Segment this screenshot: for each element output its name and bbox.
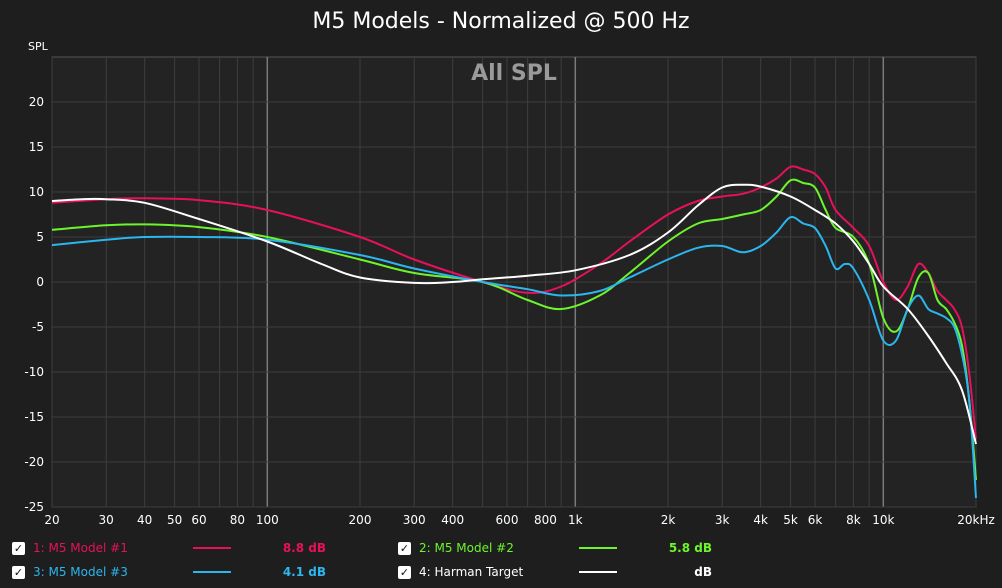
legend-item-harman-target[interactable]: ✓ 4: Harman Target dB: [398, 562, 712, 582]
checkbox-icon[interactable]: ✓: [12, 565, 25, 579]
legend-item-model-2[interactable]: ✓ 2: M5 Model #2 5.8 dB: [398, 538, 712, 558]
legend-item-model-1[interactable]: ✓ 1: M5 Model #1 8.8 dB: [12, 538, 326, 558]
legend-level: 4.1 dB: [282, 565, 326, 579]
legend-label: 3: M5 Model #3: [33, 565, 128, 579]
series-line-model-2: [51, 178, 977, 481]
x-tick-label: 10k: [872, 513, 894, 527]
all-spl-label: All SPL: [471, 61, 557, 86]
x-tick-label: 50: [167, 513, 182, 527]
checkbox-icon[interactable]: ✓: [12, 541, 25, 555]
x-tick-label: 40: [137, 513, 152, 527]
legend-swatch: [579, 571, 617, 573]
legend-swatch: [579, 547, 617, 549]
y-axis-label: SPL: [28, 40, 49, 53]
x-tick-label: 200: [349, 513, 372, 527]
y-tick-label: 0: [36, 275, 44, 289]
x-tick-label: 60: [191, 513, 206, 527]
chart: M5 Models - Normalized @ 500 Hz SPL 20 30…: [24, 9, 994, 527]
legend-item-model-3[interactable]: ✓ 3: M5 Model #3 4.1 dB: [12, 562, 326, 582]
legend-label: 2: M5 Model #2: [419, 541, 514, 555]
legend-label: 4: Harman Target: [419, 565, 524, 579]
legend-level: 5.8 dB: [668, 541, 712, 555]
y-tick-label: 20: [29, 95, 44, 109]
x-tick-label: 2k: [661, 513, 676, 527]
x-tick-label: 3k: [715, 513, 730, 527]
x-tick-label: 800: [534, 513, 557, 527]
y-tick-label: 10: [29, 185, 44, 199]
legend-swatch: [193, 547, 231, 549]
checkbox-icon[interactable]: ✓: [398, 565, 411, 579]
y-tick-label: -5: [32, 320, 44, 334]
x-tick-label: 5k: [783, 513, 798, 527]
legend-level: dB: [694, 565, 712, 579]
checkbox-icon[interactable]: ✓: [398, 541, 411, 555]
y-tick-label: -20: [24, 455, 44, 469]
x-tick-label: 20: [44, 513, 59, 527]
x-tick-label: 600: [496, 513, 519, 527]
y-tick-label: 5: [36, 230, 44, 244]
x-tick-label: 300: [403, 513, 426, 527]
x-tick-label: 30: [99, 513, 114, 527]
x-tick-label: 100: [256, 513, 279, 527]
y-tick-label: -10: [24, 365, 44, 379]
series-line-model-3: [51, 215, 977, 499]
y-tick-label: -25: [24, 500, 44, 514]
x-tick-label: 4k: [753, 513, 768, 527]
x-tick-label: 6k: [808, 513, 823, 527]
legend: ✓ 1: M5 Model #1 8.8 dB ✓ 2: M5 Model #2…: [0, 535, 1002, 588]
x-tick-label: 1k: [568, 513, 583, 527]
series-lines: [51, 165, 977, 499]
y-tick-label: -15: [24, 410, 44, 424]
series-line-harman-target: [51, 183, 977, 445]
x-tick-label: 400: [441, 513, 464, 527]
legend-swatch: [193, 571, 231, 573]
axis-ticks: 20 30 40 50 60 80 100 200 300 400 600 800 1k 2k 3k 4k 5k…: [24, 95, 994, 527]
grid: [51, 57, 977, 508]
y-tick-label: 15: [29, 140, 44, 154]
x-tick-label: 80: [230, 513, 245, 527]
chart-title: M5 Models - Normalized @ 500 Hz: [312, 9, 689, 34]
x-tick-label: 20kHz: [957, 513, 995, 527]
legend-label: 1: M5 Model #1: [33, 541, 128, 555]
x-tick-label: 8k: [846, 513, 861, 527]
legend-level: 8.8 dB: [282, 541, 326, 555]
